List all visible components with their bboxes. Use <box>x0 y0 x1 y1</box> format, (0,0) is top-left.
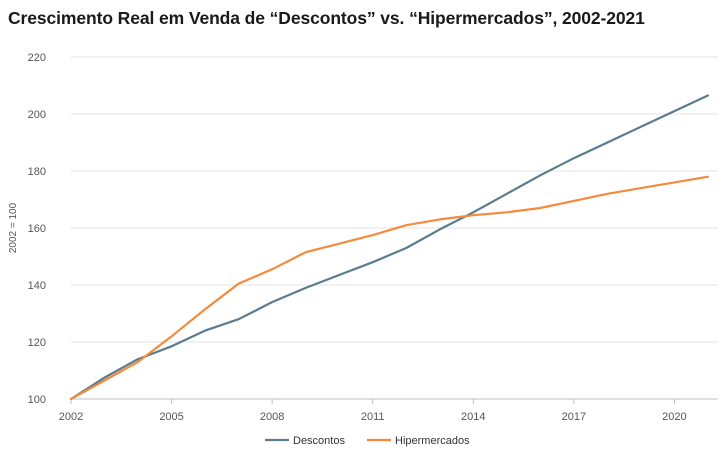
legend-label-descontos: Descontos <box>293 435 345 447</box>
legend-label-hipermercados: Hipermercados <box>395 435 470 447</box>
x-tick-label-2020: 2020 <box>662 411 686 423</box>
x-tick-label-2002: 2002 <box>59 411 83 423</box>
y-tick-label-120: 120 <box>28 337 46 349</box>
y-tick-label-220: 220 <box>28 52 46 64</box>
y-tick-label-200: 200 <box>28 109 46 121</box>
gridlines <box>70 56 718 404</box>
chart-title: Crescimento Real em Venda de “Descontos”… <box>8 8 645 28</box>
x-tick-label-2005: 2005 <box>159 411 183 423</box>
y-tick-label-160: 160 <box>28 223 46 235</box>
y-tick-label-180: 180 <box>28 166 46 178</box>
legend: Descontos Hipermercados <box>265 435 470 447</box>
x-tick-label-2017: 2017 <box>562 411 586 423</box>
x-tick-labels: 2002 2005 2008 2011 2014 2017 2020 <box>59 411 687 423</box>
series-line-descontos <box>69 94 710 401</box>
x-tick-label-2014: 2014 <box>461 411 485 423</box>
series-lines <box>69 94 710 401</box>
y-axis-label: 2002 = 100 <box>8 202 19 253</box>
y-tick-label-100: 100 <box>28 394 46 406</box>
y-tick-label-140: 140 <box>28 280 46 292</box>
series-line-hipermercados <box>69 175 710 401</box>
y-tick-labels: 100 120 140 160 180 200 220 <box>28 52 46 406</box>
x-tick-label-2011: 2011 <box>361 411 385 423</box>
x-tick-label-2008: 2008 <box>260 411 284 423</box>
